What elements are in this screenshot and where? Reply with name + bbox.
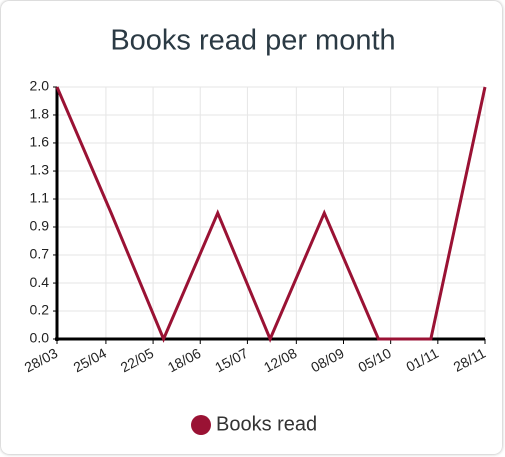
y-tick-label: 0.7 [30, 246, 50, 262]
x-tick-label: 22/05 [118, 345, 157, 376]
chart-title: Books read per month [110, 25, 395, 57]
x-tick-label: 28/11 [451, 345, 489, 375]
y-tick-label: 1.8 [30, 106, 50, 122]
x-tick-label: 28/03 [22, 345, 61, 376]
y-tick-label: 0.4 [30, 274, 50, 290]
y-tick-label: 1.1 [30, 190, 50, 206]
y-tick-label: 1.6 [30, 134, 50, 150]
x-tick-label: 25/04 [71, 345, 110, 376]
x-tick-label: 05/10 [355, 345, 394, 376]
y-tick-label: 0.2 [30, 302, 50, 318]
x-tick-label: 18/06 [165, 345, 204, 376]
line [55, 86, 487, 343]
y-tick-label: 1.3 [30, 162, 50, 178]
y-tick-label: 0.9 [30, 218, 50, 234]
y-tick-label: 2.0 [30, 78, 50, 94]
legend-label: Books read [216, 413, 317, 435]
x-tick-label: 15/07 [212, 345, 251, 376]
legend-swatch [191, 415, 211, 435]
x-tick-label: 08/09 [308, 345, 347, 376]
y-tick-label: 0.0 [30, 330, 50, 346]
x-tick-label: 01/11 [403, 345, 441, 375]
x-tick-label: 12/08 [261, 345, 300, 376]
